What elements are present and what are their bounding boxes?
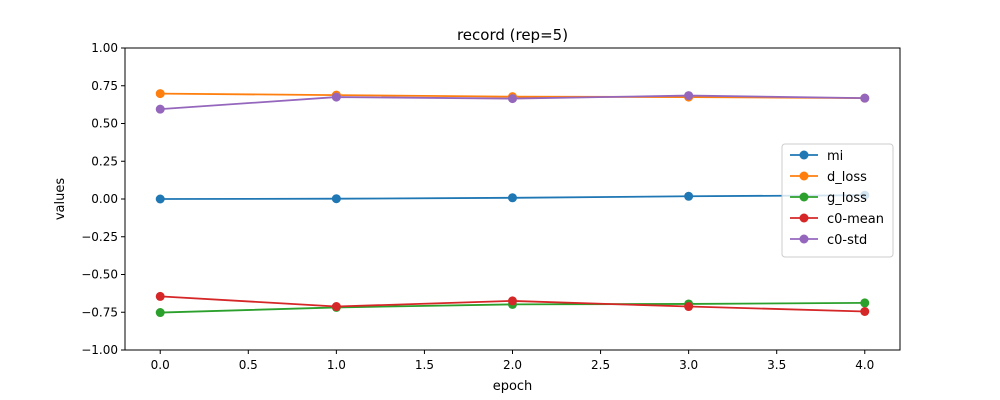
data-point-c0-mean xyxy=(508,296,517,306)
y-tick-label: 0.50 xyxy=(91,117,118,131)
legend-swatch-marker-g-loss xyxy=(799,192,809,202)
x-tick-label: 1.0 xyxy=(327,358,346,372)
y-tick-label: −0.25 xyxy=(81,230,118,244)
x-tick-label: 2.5 xyxy=(591,358,610,372)
data-point-c0-std xyxy=(860,93,870,103)
y-tick-label: 0.75 xyxy=(91,79,118,93)
legend-swatch-marker-mi xyxy=(799,150,809,160)
y-tick-label: −1.00 xyxy=(81,343,118,357)
legend-label-d-loss: d_loss xyxy=(827,170,867,185)
y-tick-label: −0.50 xyxy=(81,268,118,282)
y-tick-label: 0.00 xyxy=(91,192,118,206)
data-point-g-loss xyxy=(155,308,165,318)
legend-swatch-marker-c0-std xyxy=(799,234,809,244)
x-tick-label: 4.0 xyxy=(855,358,874,372)
plot-content xyxy=(155,89,870,318)
series-mi xyxy=(155,190,870,204)
legend: mi d_loss g_loss c0-mean c0-std xyxy=(781,143,894,258)
x-tick-label: 2.0 xyxy=(503,358,522,372)
data-point-c0-std xyxy=(684,91,694,101)
data-point-mi xyxy=(684,191,694,201)
x-tick-label: 3.5 xyxy=(767,358,786,372)
series-c0-mean xyxy=(155,291,870,316)
legend-frame xyxy=(781,143,894,258)
x-axis-ticks: 0.0 0.5 1.0 1.5 2.0 2.5 3.0 3.5 4.0 xyxy=(151,350,874,372)
data-point-mi xyxy=(508,193,517,203)
data-point-mi xyxy=(155,194,165,204)
chart-title: record (rep=5) xyxy=(457,26,568,44)
y-tick-label: −0.75 xyxy=(81,305,118,319)
legend-label-c0-mean: c0-mean xyxy=(827,212,884,227)
x-tick-label: 1.5 xyxy=(415,358,434,372)
legend-swatch-marker-d-loss xyxy=(799,171,809,181)
data-point-c0-std xyxy=(331,92,341,102)
data-point-c0-mean xyxy=(155,291,165,301)
legend-label-mi: mi xyxy=(827,149,843,164)
y-tick-label: 0.25 xyxy=(91,154,118,168)
data-point-c0-mean xyxy=(860,306,870,316)
x-tick-label: 0.5 xyxy=(239,358,258,372)
legend-swatch-marker-c0-mean xyxy=(799,213,809,223)
data-point-d-loss xyxy=(155,89,165,99)
y-axis-label: values xyxy=(53,178,68,221)
legend-label-g-loss: g_loss xyxy=(827,191,867,206)
y-axis-ticks: −1.00 −0.75 −0.50 −0.25 0.00 0.25 0.50 0.75 1.00 xyxy=(81,41,125,357)
data-point-c0-mean xyxy=(331,302,341,312)
data-point-c0-std xyxy=(155,104,165,114)
legend-label-c0-std: c0-std xyxy=(827,233,867,248)
x-axis-label: epoch xyxy=(493,379,533,394)
y-tick-label: 1.00 xyxy=(91,41,118,55)
series-c0-std xyxy=(155,91,870,114)
data-point-g-loss xyxy=(860,298,870,308)
data-point-mi xyxy=(331,194,341,204)
data-point-c0-std xyxy=(508,94,517,104)
x-tick-label: 0.0 xyxy=(151,358,170,372)
x-tick-label: 3.0 xyxy=(679,358,698,372)
data-point-c0-mean xyxy=(684,302,694,312)
